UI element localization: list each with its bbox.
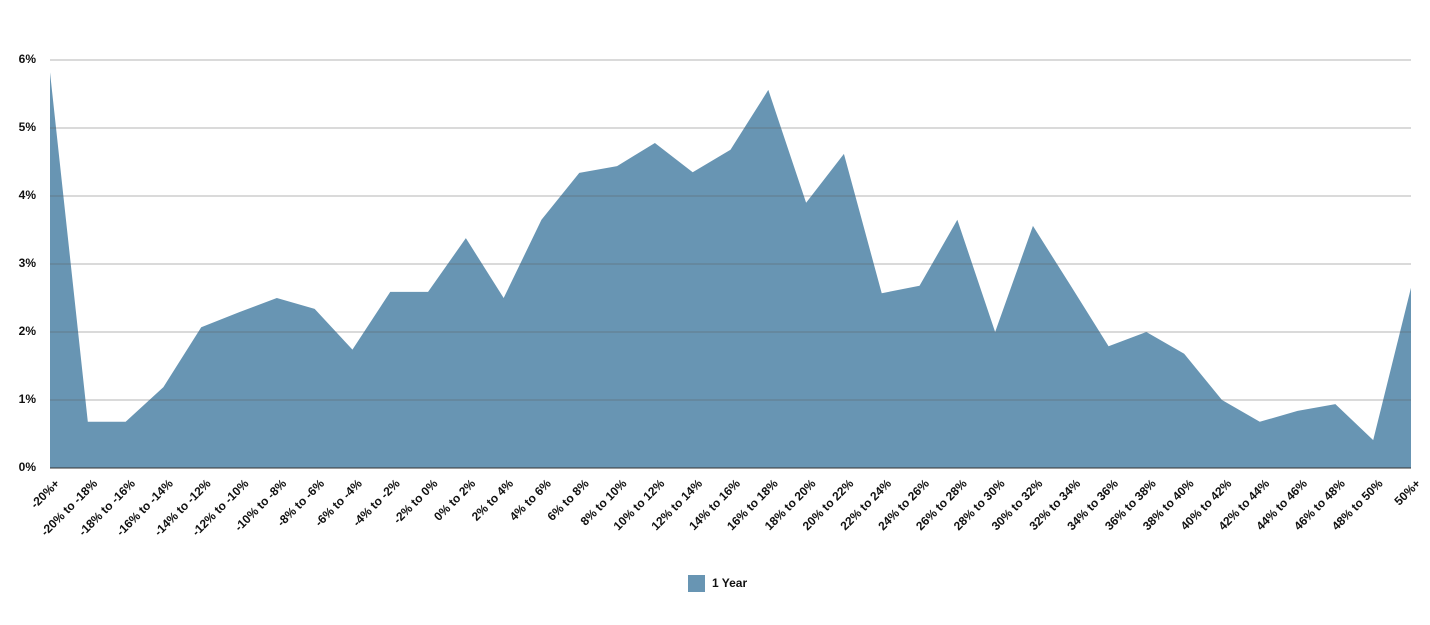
x-tick-label: -20%+ — [28, 476, 63, 511]
y-tick-label: 0% — [19, 460, 37, 474]
y-tick-label: 4% — [19, 188, 37, 202]
y-tick-label: 5% — [19, 120, 37, 134]
area — [50, 72, 1411, 469]
y-tick-label: 1% — [19, 392, 37, 406]
y-tick-label: 3% — [19, 256, 37, 270]
x-tick-label: 50%+ — [1392, 476, 1424, 508]
legend-swatch — [688, 575, 705, 592]
legend-label: 1 Year — [712, 576, 747, 590]
y-tick-label: 2% — [19, 324, 37, 338]
y-tick-label: 6% — [19, 52, 37, 66]
